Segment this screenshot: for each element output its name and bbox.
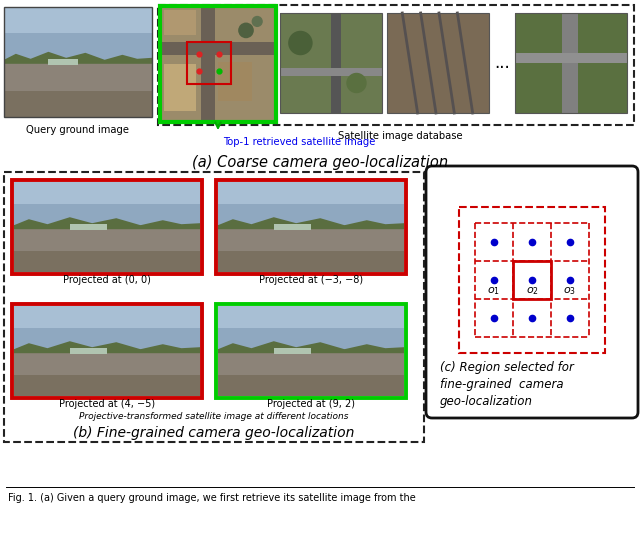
Bar — [14, 182, 200, 204]
Bar — [274, 348, 311, 354]
Bar — [387, 13, 489, 113]
Line: 2 pts: 2 pts — [420, 13, 436, 113]
Text: (c) Region selected for
fine-grained  camera
geo-localization: (c) Region selected for fine-grained cam… — [440, 361, 574, 408]
Bar — [387, 13, 489, 113]
Text: Satellite image database: Satellite image database — [338, 131, 462, 141]
Bar — [274, 224, 311, 230]
Text: Projected at (0, 0): Projected at (0, 0) — [63, 275, 151, 285]
Point — [469, 109, 477, 116]
Bar — [280, 68, 382, 76]
Bar — [201, 8, 214, 120]
Bar — [513, 261, 551, 299]
Text: Fig. 1. (a) Given a query ground image, we first retrieve its satellite image fr: Fig. 1. (a) Given a query ground image, … — [8, 493, 416, 503]
Point — [435, 10, 443, 17]
Line: 2 pts: 2 pts — [439, 13, 454, 113]
Bar — [218, 182, 404, 225]
Bar — [14, 349, 200, 396]
Text: Projected at (9, 2): Projected at (9, 2) — [267, 399, 355, 409]
Line: 2 pts: 2 pts — [458, 13, 473, 113]
Bar — [14, 349, 200, 375]
Circle shape — [288, 31, 312, 55]
Bar — [218, 349, 404, 396]
Bar — [218, 306, 404, 349]
Bar — [515, 13, 627, 113]
Bar — [70, 224, 107, 230]
Text: $o_2$: $o_2$ — [525, 285, 538, 297]
Text: (b) Fine-grained camera geo-localization: (b) Fine-grained camera geo-localization — [74, 426, 355, 440]
Text: Top-1 retrieved satellite image: Top-1 retrieved satellite image — [223, 137, 376, 147]
Bar — [331, 13, 341, 113]
Bar — [4, 60, 152, 117]
Bar — [14, 225, 200, 251]
Circle shape — [252, 16, 263, 27]
Polygon shape — [218, 341, 404, 353]
Bar — [162, 41, 274, 55]
Circle shape — [346, 73, 367, 93]
Point — [454, 10, 461, 17]
Bar — [218, 225, 404, 272]
Bar — [160, 6, 276, 122]
Point — [417, 10, 424, 17]
Bar — [49, 59, 78, 65]
Bar — [218, 306, 404, 327]
Bar — [14, 182, 200, 225]
Text: Query ground image: Query ground image — [26, 125, 129, 135]
Point — [432, 109, 440, 116]
Polygon shape — [14, 217, 200, 229]
Bar — [158, 5, 634, 125]
Bar — [218, 225, 404, 251]
Bar — [562, 13, 578, 113]
FancyBboxPatch shape — [426, 166, 638, 418]
Bar — [14, 225, 200, 272]
Bar — [459, 207, 605, 353]
Bar — [4, 7, 152, 33]
Point — [399, 10, 406, 17]
Polygon shape — [218, 217, 404, 229]
Text: Projected at (−3, −8): Projected at (−3, −8) — [259, 275, 363, 285]
Text: Projective-transformed satellite image at different locations: Projective-transformed satellite image a… — [79, 412, 349, 421]
Bar — [12, 304, 202, 398]
Bar — [218, 62, 252, 101]
Bar — [218, 349, 404, 375]
Line: 2 pts: 2 pts — [403, 13, 418, 113]
Bar — [12, 180, 202, 274]
Point — [414, 109, 422, 116]
Bar — [216, 304, 406, 398]
Text: $o_3$: $o_3$ — [563, 285, 577, 297]
Text: $o_1$: $o_1$ — [488, 285, 500, 297]
Bar — [4, 7, 152, 60]
Bar — [4, 172, 424, 442]
Bar — [14, 306, 200, 327]
Bar — [280, 13, 382, 113]
Polygon shape — [4, 52, 152, 64]
Text: (a) Coarse camera geo-localization: (a) Coarse camera geo-localization — [192, 155, 448, 170]
Bar — [187, 41, 232, 84]
Bar — [164, 11, 196, 35]
Bar — [14, 306, 200, 349]
Bar — [218, 182, 404, 204]
Bar — [4, 60, 152, 91]
Bar — [164, 64, 196, 111]
Bar — [515, 13, 627, 113]
Bar — [280, 13, 382, 113]
Text: Projected at (4, −5): Projected at (4, −5) — [59, 399, 155, 409]
Point — [451, 109, 458, 116]
Bar — [4, 7, 152, 117]
Bar — [162, 8, 274, 120]
Polygon shape — [14, 341, 200, 353]
Circle shape — [238, 23, 254, 38]
Bar — [515, 53, 627, 63]
Bar — [216, 180, 406, 274]
Bar — [70, 348, 107, 354]
Text: ...: ... — [494, 54, 510, 72]
